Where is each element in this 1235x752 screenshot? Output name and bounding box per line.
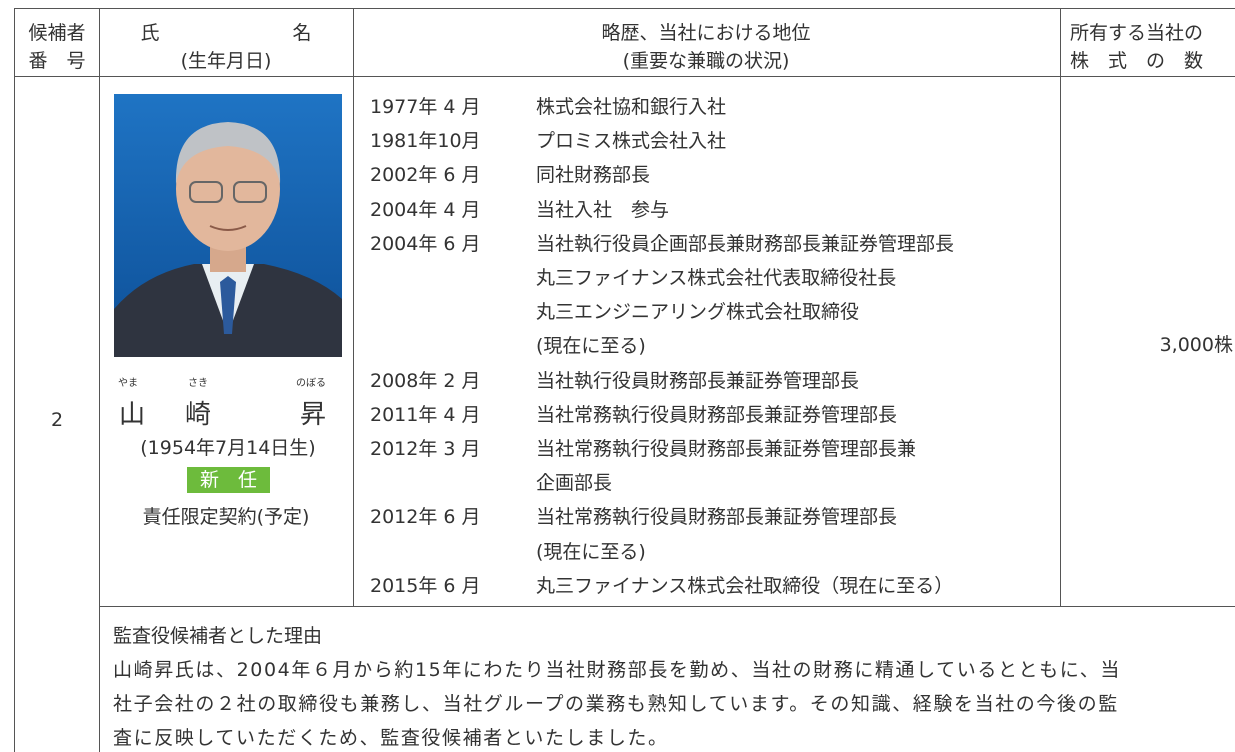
candidate-name: 崎 [185,400,212,430]
border [353,8,354,606]
history-text: 企画部長 [536,472,613,495]
reason-line: 山崎昇氏は、2004年６月から約15年にわたり当社財務部長を勤め、当社の財務に精… [113,659,1121,681]
reason-title: 監査役候補者とした理由 [113,625,323,647]
candidate-number: 2 [50,409,64,431]
spacer [370,295,536,329]
history-text: 丸三ファイナンス株式会社取締役（現在に至る） [536,574,954,597]
candidate-name: 山 [119,400,146,430]
header-text: 氏 名 [140,22,312,44]
new-badge: 新 任 [187,467,270,493]
history-date: 2002年 6 月 [370,164,481,187]
history-date: 2015年 6 月 [370,574,481,597]
border [14,8,15,752]
history-row: 2008年 2 月 当社執行役員財務部長兼証券管理部長 [370,364,954,398]
history-text: 当社常務執行役員財務部長兼証券管理部長兼 [536,438,917,461]
history-date: 1977年 4 月 [370,96,481,118]
header-text: 株 式 の 数 [1070,50,1204,72]
history-text: 当社常務執行役員財務部長兼証券管理部長 [536,506,898,529]
spacer [370,329,536,363]
candidate-name: 昇 [300,400,327,430]
birth-date: (1954年7月14日生) [140,437,316,459]
border [99,606,1235,607]
history-date: 2008年 2 月 [370,369,481,392]
history-row: 2015年 6 月 丸三ファイナンス株式会社取締役（現在に至る） [370,569,954,603]
history-text: プロミス株式会社入社 [536,130,727,153]
history-text: 当社執行役員企画部長兼財務部長兼証券管理部長 [536,232,955,255]
spacer [370,535,536,569]
header-text: 候補者 [28,22,86,44]
spacer [370,466,536,500]
history-row: 2002年 6 月 同社財務部長 [370,158,954,192]
history: 1977年 4 月 株式会社協和銀行入社 1981年10月 プロミス株式会社入社 200… [370,90,954,603]
history-text: 同社財務部長 [536,164,651,187]
portrait [114,94,342,357]
history-row: (現在に至る) [370,535,954,569]
history-row: 企画部長 [370,466,954,500]
history-text: 当社執行役員財務部長兼証券管理部長 [536,369,860,392]
history-row: 2012年 3 月 当社常務執行役員財務部長兼証券管理部長兼 [370,432,954,466]
contract: 責任限定契約(予定) [142,506,310,528]
header-text: 略歴、当社における地位 [601,22,811,44]
history-text: 株式会社協和銀行入社 [536,96,727,118]
history-text: 当社入社 参与 [536,198,670,221]
header-text: 所有する当社の [1070,22,1204,44]
history-row: 1981年10月 プロミス株式会社入社 [370,124,954,158]
history-text: (現在に至る) [536,540,646,563]
history-date: 2012年 3 月 [370,438,481,461]
history-row: 2004年 6 月 当社執行役員企画部長兼財務部長兼証券管理部長 [370,227,954,261]
reason-line: 社子会社の２社の取締役も兼務し、当社グループの業務も熟知しています。その知識、経… [113,693,1119,715]
history-row: 2004年 4 月 当社入社 参与 [370,193,954,227]
history-text: (現在に至る) [536,335,646,358]
history-date: 2004年 4 月 [370,198,481,221]
history-row: (現在に至る) [370,329,954,363]
history-date: 1981年10月 [370,130,481,153]
history-row: 1977年 4 月 株式会社協和銀行入社 [370,90,954,124]
reason-line: 査に反映していただくため、監査役候補者といたしました。 [113,727,669,749]
header-text: (重要な兼職の状況) [622,50,790,72]
border [1060,8,1061,606]
border [99,8,100,752]
header-text: (生年月日) [180,50,272,72]
history-text: 丸三ファイナンス株式会社代表取締役社長 [536,267,897,290]
header-text: 番 号 [28,50,86,72]
shares: 3,000株 [1159,334,1233,356]
history-text: 丸三エンジニアリング株式会社取締役 [536,301,860,324]
history-row: 丸三エンジニアリング株式会社取締役 [370,295,954,329]
furigana: やま [118,378,138,389]
history-row: 2011年 4 月 当社常務執行役員財務部長兼証券管理部長 [370,398,954,432]
history-date: 2012年 6 月 [370,506,481,529]
border [14,76,1235,77]
furigana: のぼる [296,378,326,389]
history-text: 当社常務執行役員財務部長兼証券管理部長 [536,403,898,426]
border [14,8,1235,9]
spacer [370,261,536,295]
history-date: 2011年 4 月 [370,403,481,426]
history-row: 丸三ファイナンス株式会社代表取締役社長 [370,261,954,295]
history-date: 2004年 6 月 [370,232,481,255]
furigana: さき [188,378,208,389]
history-row: 2012年 6 月 当社常務執行役員財務部長兼証券管理部長 [370,500,954,534]
